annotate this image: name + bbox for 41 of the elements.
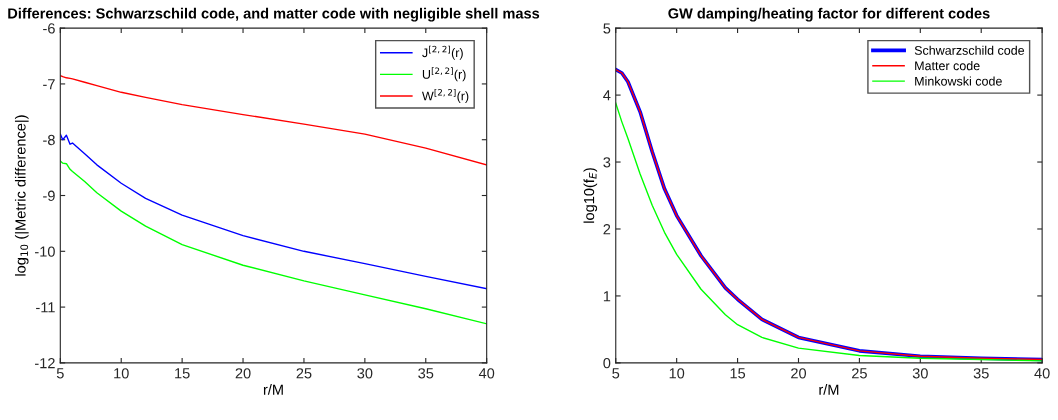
y-tick-label: 0 xyxy=(603,357,611,369)
y-tick-label: -6 xyxy=(43,23,55,34)
x-tick-label: 35 xyxy=(418,368,434,379)
legend-label: J$^{[2,2]}$(r) xyxy=(422,45,463,60)
y-tick-label: -12 xyxy=(35,357,55,369)
x-tick-label: 20 xyxy=(235,368,251,379)
y-tick-label: 4 xyxy=(603,90,611,101)
chart-title: GW damping/heating factor for different codes xyxy=(668,7,990,22)
chart-title: Differences: Schwarzschild code, and matter code with negligible shell mass xyxy=(8,7,540,22)
x-tick-label: 40 xyxy=(478,368,495,379)
x-tick-label: 5 xyxy=(612,368,620,379)
y-tick-label: 5 xyxy=(603,23,611,34)
y-axis-title: log$_{10}$ (|Metric difference|) xyxy=(14,115,29,276)
x-tick-label: 10 xyxy=(669,368,685,379)
x-tick-label: 40 xyxy=(1034,368,1050,379)
x-tick-label: 15 xyxy=(175,368,190,379)
legend-label: Minkowski code xyxy=(915,76,1002,86)
y-tick-label: -9 xyxy=(43,190,55,201)
x-tick-label: 30 xyxy=(912,368,928,379)
x-axis-title: r/M xyxy=(263,384,283,395)
legend-label: Matter code xyxy=(915,61,980,71)
y-tick-label: -8 xyxy=(43,134,55,146)
x-tick-label: 20 xyxy=(791,368,807,379)
y-tick-label: -10 xyxy=(35,246,55,257)
x-axis-title: r/M xyxy=(819,384,839,395)
x-tick-label: 25 xyxy=(296,368,312,379)
x-tick-label: 30 xyxy=(357,368,373,379)
y-tick-label: -11 xyxy=(36,302,55,313)
legend-label: Schwarzschild code xyxy=(914,45,1025,55)
y-tick-label: -7 xyxy=(43,79,55,90)
x-tick-label: 25 xyxy=(852,368,867,379)
x-tick-label: 10 xyxy=(114,368,129,379)
y-tick-label: 1 xyxy=(603,291,611,302)
legend-label: U$^{[2,2]}$(r) xyxy=(422,67,466,82)
y-tick-label: 2 xyxy=(603,224,611,235)
x-tick-label: 15 xyxy=(730,368,746,379)
y-tick-label: 3 xyxy=(603,157,611,168)
x-tick-label: 5 xyxy=(56,368,64,379)
x-tick-label: 35 xyxy=(973,368,989,379)
legend-label: W$^{[2,2]}$(r) xyxy=(421,88,469,103)
y-axis-title: log10(f$_{E}$) xyxy=(583,168,598,223)
